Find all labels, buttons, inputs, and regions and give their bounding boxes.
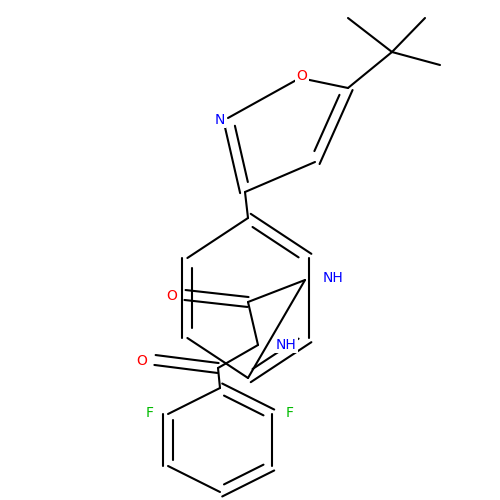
Text: F: F <box>286 406 294 420</box>
Text: F: F <box>146 406 154 420</box>
Text: N: N <box>215 113 225 127</box>
Text: O: O <box>296 69 308 83</box>
Text: O: O <box>166 289 177 303</box>
Text: NH: NH <box>276 338 297 352</box>
Text: NH: NH <box>323 271 344 285</box>
Text: O: O <box>136 354 147 368</box>
